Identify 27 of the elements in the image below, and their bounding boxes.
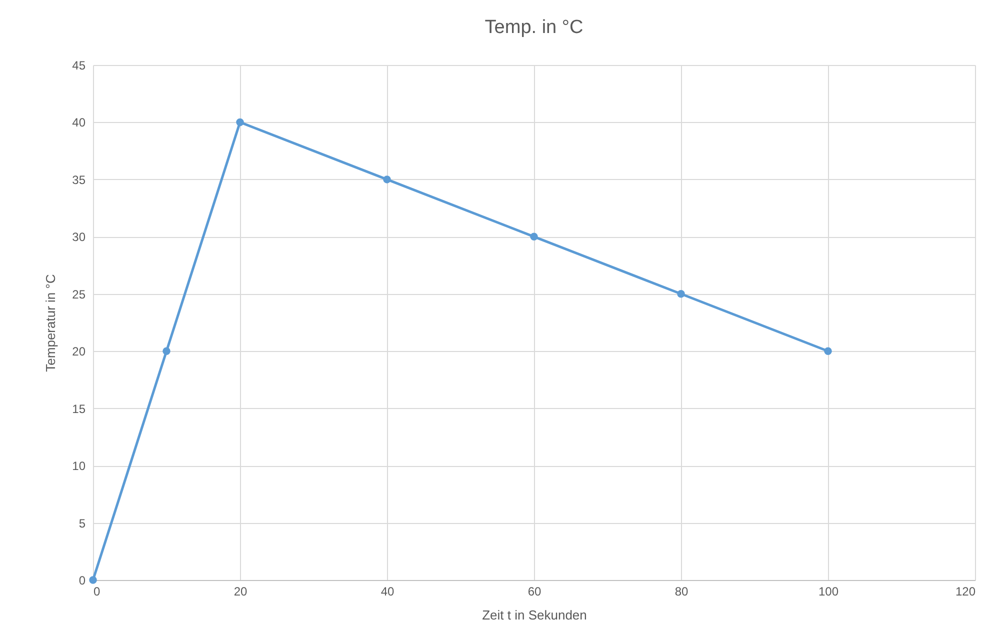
- x-tick-label: 60: [528, 584, 542, 598]
- x-axis-title: Zeit t in Sekunden: [482, 608, 587, 622]
- y-axis-title: Temperatur in °C: [43, 274, 58, 372]
- y-tick-label: 5: [78, 516, 86, 530]
- y-tick-label: 20: [72, 344, 86, 359]
- point: [383, 176, 391, 184]
- x-tick-label: 0: [94, 584, 100, 598]
- point: [162, 347, 170, 355]
- y-tick-label: 30: [72, 230, 86, 244]
- y-tick-label: 15: [72, 402, 86, 416]
- point: [89, 576, 97, 584]
- point: [677, 290, 685, 298]
- x-tick-label: 40: [380, 584, 394, 598]
- y-tick-label: 25: [72, 287, 86, 302]
- x-tick-label: 80: [674, 584, 688, 598]
- x-tick-label: 120: [955, 584, 976, 598]
- x-tick-label: 20: [234, 584, 248, 598]
- y-tick-label: 35: [72, 172, 86, 187]
- y-tick-label: 40: [72, 116, 86, 130]
- point: [824, 347, 832, 355]
- point: [236, 118, 244, 126]
- chart-title: Temp. in °C: [484, 17, 584, 38]
- y-tick-label: 0: [78, 574, 86, 588]
- y-tick-label: 45: [72, 58, 86, 72]
- x-tick-label: 100: [818, 584, 839, 598]
- point: [530, 232, 538, 241]
- y-tick-label: 10: [72, 459, 86, 474]
